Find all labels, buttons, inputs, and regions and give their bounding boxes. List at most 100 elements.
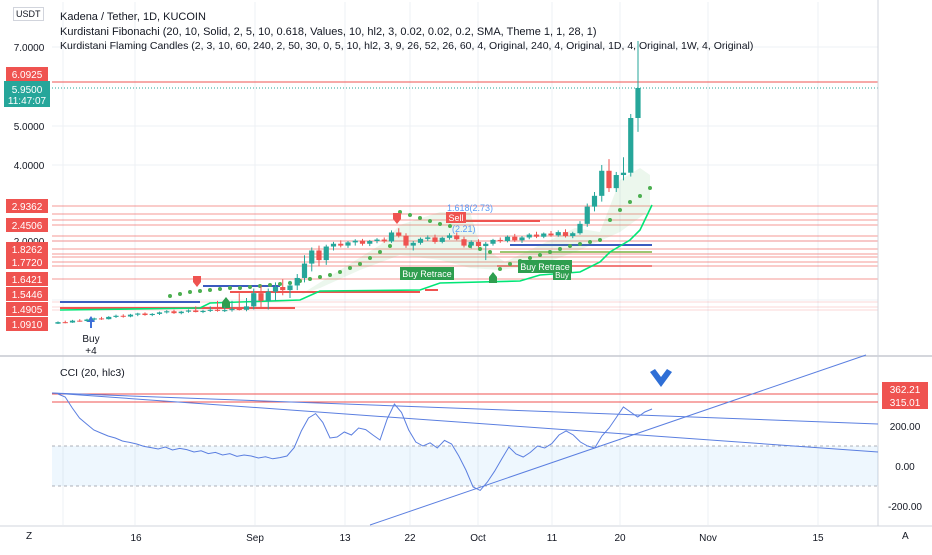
sell-marker	[193, 276, 201, 287]
candlestick-series	[55, 41, 641, 324]
sar-dot	[438, 222, 442, 226]
candle-body	[91, 318, 97, 320]
price-tag-bg	[6, 287, 48, 301]
cci-tick-label: -200.00	[888, 502, 922, 513]
price-tag-label: 1.7720	[12, 258, 43, 269]
candle-body	[84, 319, 90, 322]
sar-dot	[188, 290, 192, 294]
candle-body	[142, 313, 148, 316]
time-tick-label: Sep	[246, 533, 264, 544]
price-tag-label: 1.8262	[12, 245, 43, 256]
candle-body	[323, 246, 329, 261]
sar-dot	[428, 219, 432, 223]
candle-body	[156, 312, 163, 314]
candle-body	[359, 240, 366, 244]
cci-tick-label: 200.00	[890, 422, 921, 433]
price-tag: 2.4506	[6, 218, 48, 232]
price-tag-bg	[6, 255, 48, 269]
sar-dot	[178, 292, 182, 296]
sell-label: Sell	[448, 213, 463, 223]
candle-body	[207, 309, 213, 311]
candle-body	[628, 118, 634, 173]
candle-body	[504, 236, 511, 241]
indicator-flaming-candles-legend[interactable]: Kurdistani Flaming Candles (2, 3, 10, 60…	[60, 40, 754, 52]
price-tag-label: 1.0910	[12, 320, 43, 331]
sar-dot	[198, 289, 202, 293]
price-tag-bg	[6, 67, 48, 81]
cci-trendline	[51, 392, 879, 453]
cci-legend[interactable]: CCI (20, hlc3)	[60, 367, 125, 379]
sar-dot	[358, 262, 362, 266]
candle-body	[490, 239, 496, 244]
candle-body	[106, 316, 112, 320]
candle-body	[439, 237, 445, 242]
price-tag-label: 1.5446	[12, 290, 43, 301]
last-price-label: 5.9500	[12, 85, 43, 96]
candle-body	[193, 310, 199, 313]
candle-body	[533, 234, 540, 237]
candle-body	[620, 172, 627, 176]
buy-retrace-box-1: Buy Retrace	[400, 267, 454, 280]
candle-body	[265, 291, 271, 301]
buy-signal-count: +4	[85, 346, 97, 357]
sar-dot	[388, 244, 392, 248]
candle-body	[417, 238, 424, 243]
candle-body	[55, 322, 61, 324]
candle-body	[272, 287, 279, 292]
candle-body	[446, 235, 453, 238]
price-tag-label: 2.9362	[12, 202, 43, 213]
fib-label-1: 1.618(2.73)	[447, 203, 493, 213]
candle-body	[251, 293, 257, 307]
sar-dot	[548, 250, 552, 254]
timezone-button[interactable]: Z	[26, 531, 33, 542]
buy-retrace-box-2: Buy Retrace	[518, 260, 572, 273]
price-tag-bg	[6, 242, 48, 256]
sar-dot	[368, 256, 372, 260]
candle-body	[374, 239, 380, 241]
auto-scale-button[interactable]: A	[902, 531, 909, 542]
candle-body	[403, 235, 409, 246]
cci-value-tag-bg	[882, 395, 928, 409]
candle-body	[591, 195, 598, 207]
candle-body	[512, 236, 518, 241]
buy-marker	[222, 297, 230, 308]
sar-dot	[218, 287, 222, 291]
candle-body	[454, 235, 460, 240]
sell-label-box: Sell	[446, 212, 466, 223]
candle-body	[352, 240, 358, 243]
price-tick-label: 4.0000	[14, 161, 45, 172]
price-tag-label: 2.4506	[12, 221, 43, 232]
candle-body	[185, 310, 192, 312]
time-tick-label: 15	[812, 533, 824, 544]
sar-dot	[268, 283, 272, 287]
candle-body	[171, 311, 177, 314]
fib-label-2: (2.21)	[452, 224, 476, 234]
candle-body	[396, 232, 402, 236]
last-price-bg	[4, 81, 50, 107]
cci-band-fill	[52, 446, 878, 486]
time-tick-label: 16	[130, 533, 142, 544]
sar-dot	[478, 247, 482, 251]
candle-body	[236, 309, 242, 311]
sar-dot	[418, 216, 422, 220]
time-axis[interactable]: 16 Sep 13 22 Oct 11 20 Nov 15	[130, 533, 824, 544]
currency-label[interactable]: USDT	[13, 7, 44, 21]
candle-body	[294, 277, 300, 286]
sar-dot	[278, 282, 282, 286]
sar-dot	[568, 244, 572, 248]
candle-body	[200, 310, 206, 313]
indicator-fibonachi-legend[interactable]: Kurdistani Fibonachi (20, 10, Solid, 2, …	[60, 26, 597, 38]
candle-body	[280, 287, 286, 291]
sar-dot	[638, 194, 642, 198]
candle-body	[570, 233, 576, 237]
price-axis[interactable]: 7.00005.00004.00002.00006.09252.93622.45…	[4, 0, 879, 526]
time-tick-label: 20	[614, 533, 626, 544]
trend-fill	[300, 168, 650, 295]
price-tag-label: 1.4905	[12, 305, 43, 316]
candle-body	[606, 170, 612, 189]
cci-value-tag: 315.01	[882, 395, 928, 409]
candle-body	[127, 314, 134, 317]
